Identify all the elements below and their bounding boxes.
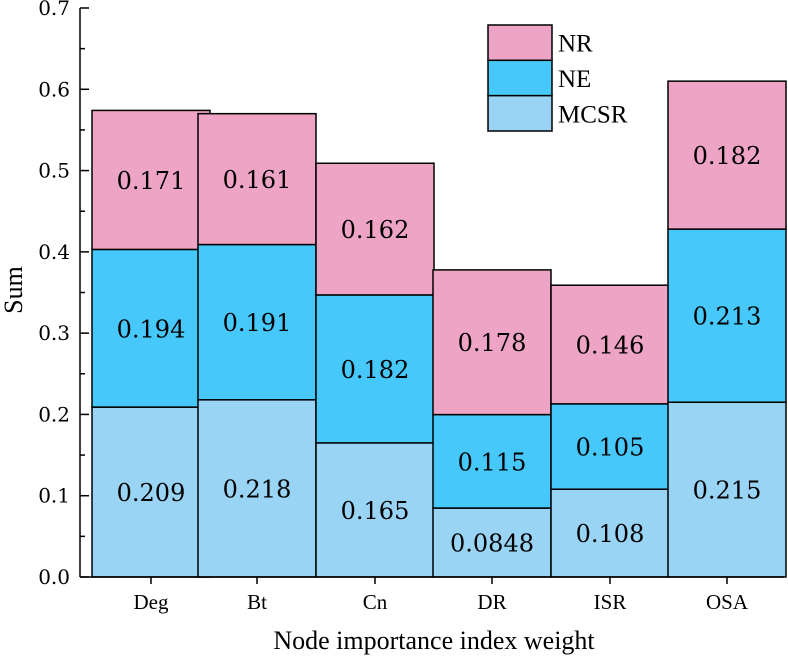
y-tick-label: 0.4 (38, 240, 70, 264)
data-label-nr-dr: 0.178 (458, 329, 527, 357)
axes: Deg Bt Cn DR ISR OSA 0.0 0.1 0.2 0.3 0.4 0.5 0.6 0.7 (38, 0, 784, 614)
data-label-ne-isr: 0.105 (576, 434, 645, 462)
data-label-mcsr-osa: 0.215 (693, 477, 762, 505)
legend-label-mcsr: MCSR (558, 101, 628, 128)
bar-mcsr-osa (667, 401, 787, 578)
x-tick-label-dr: DR (477, 590, 506, 614)
bar-mcsr-dr (432, 507, 552, 578)
legend-swatch-mcsr (487, 94, 553, 132)
bars: 0.209 0.194 0.171 0.218 0.191 0.161 0.165 0.182… (91, 80, 787, 578)
y-tick-label: 0.3 (38, 321, 70, 345)
legend-swatch-nr (487, 24, 553, 62)
data-label-nr-isr: 0.146 (576, 332, 645, 360)
y-tick-label: 0.6 (38, 77, 70, 101)
data-label-nr-osa: 0.182 (693, 142, 762, 170)
y-tick-label: 0.0 (38, 565, 70, 589)
data-label-ne-cn: 0.182 (341, 356, 410, 384)
bar-nr-cn (315, 162, 435, 296)
x-tick-label-osa: OSA (706, 590, 749, 614)
legend-swatch-ne (487, 59, 553, 97)
legend-label-nr: NR (558, 31, 593, 58)
x-tick-label-deg: Deg (134, 590, 169, 614)
y-tick-label: 0.7 (38, 0, 70, 20)
data-label-mcsr-dr: 0.0848 (450, 530, 534, 558)
x-tick-label-bt: Bt (247, 590, 267, 614)
y-tick-label: 0.1 (38, 484, 70, 508)
bar-ne-bt (197, 243, 317, 401)
y-tick-label: 0.5 (38, 159, 70, 183)
data-label-ne-bt: 0.191 (223, 309, 292, 337)
bar-ne-osa (667, 228, 787, 403)
data-label-nr-bt: 0.161 (223, 166, 292, 194)
data-label-ne-deg: 0.194 (117, 315, 186, 343)
data-label-mcsr-cn: 0.165 (341, 497, 410, 525)
bar-nr-deg (91, 109, 211, 251)
data-label-ne-dr: 0.115 (458, 448, 527, 476)
data-label-mcsr-isr: 0.108 (576, 520, 645, 548)
bar-ne-cn (315, 294, 435, 444)
bar-nr-bt (197, 112, 317, 246)
data-label-ne-osa: 0.213 (693, 303, 762, 331)
legend-label-ne: NE (558, 66, 591, 93)
x-axis-title: Node importance index weight (273, 626, 595, 655)
x-tick-label-cn: Cn (363, 590, 388, 614)
bar-nr-osa (667, 80, 787, 230)
bar-ne-deg (91, 248, 211, 408)
y-tick-label: 0.2 (38, 402, 70, 426)
bar-mcsr-deg (91, 406, 211, 578)
y-axis-title: Sum (0, 266, 28, 314)
bar-nr-dr (432, 269, 552, 416)
legend: NR NE MCSR (487, 24, 638, 132)
data-label-mcsr-bt: 0.218 (223, 475, 292, 503)
data-label-mcsr-deg: 0.209 (117, 479, 186, 507)
data-label-nr-deg: 0.171 (117, 167, 186, 195)
data-label-nr-cn: 0.162 (341, 216, 410, 244)
x-tick-label-isr: ISR (594, 590, 627, 614)
bar-mcsr-bt (197, 399, 317, 578)
